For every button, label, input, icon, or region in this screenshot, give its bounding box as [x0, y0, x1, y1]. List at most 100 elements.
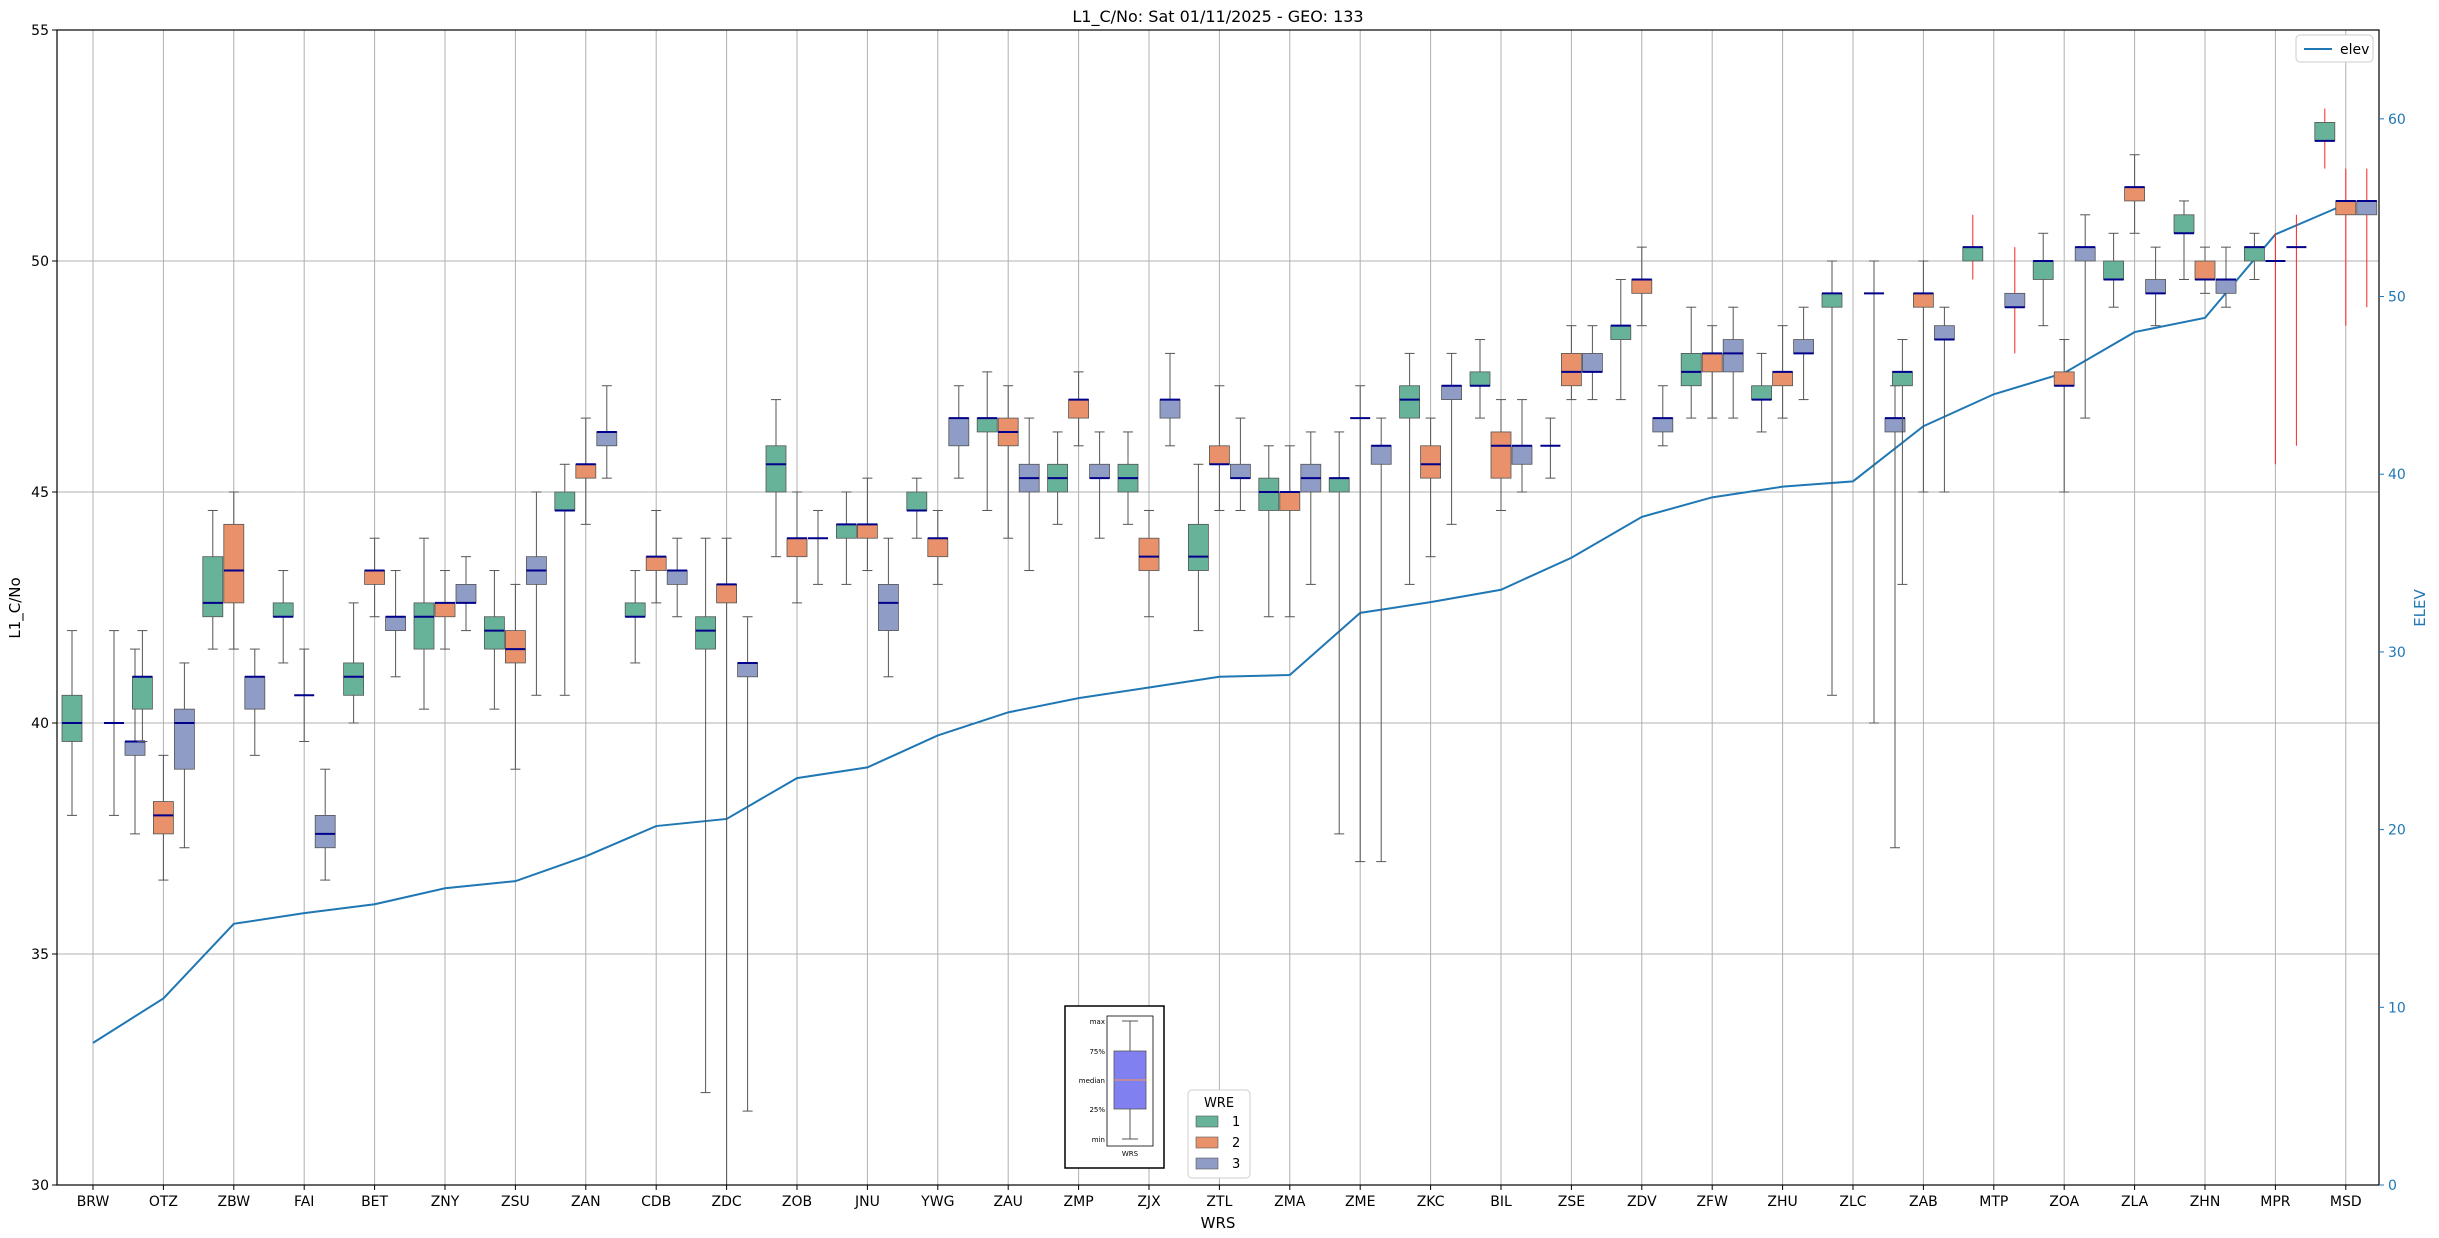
box-key-label-max: max [1090, 1018, 1105, 1026]
iqr-box [1821, 292, 1843, 308]
iqr-box [1652, 417, 1674, 433]
box-layer [61, 108, 2378, 1186]
box-zhu-wre3 [1793, 306, 1814, 401]
iqr-box [2314, 122, 2336, 142]
iqr-box [455, 584, 477, 604]
plot-frame [56, 29, 2380, 1186]
y-tick-label-50: 50 [31, 254, 49, 270]
x-axis-label: WRS [1201, 1214, 1236, 1232]
box-zma-wre3 [1300, 431, 1322, 585]
iqr-box [1490, 431, 1512, 479]
y-tick-label-35: 35 [31, 947, 49, 963]
x-tick-label-zsu: ZSU [501, 1194, 530, 1210]
iqr-box [483, 616, 505, 650]
box-zbw-wre1 [202, 509, 224, 650]
wre-legend-label-1: 1 [1232, 1115, 1240, 1130]
y-tick-label-30: 30 [31, 1178, 49, 1194]
y-tick-label-45: 45 [31, 485, 49, 501]
iqr-box [1561, 352, 1582, 387]
iqr-box [61, 694, 83, 742]
iqr-box [1328, 477, 1350, 493]
box-zob-wre2 [786, 491, 808, 604]
iqr-box [272, 602, 294, 618]
box-zdv-wre2 [1631, 246, 1653, 327]
box-zkc-wre2 [1420, 417, 1441, 558]
iqr-box [1188, 523, 1209, 571]
box-mtp-wre1 [1962, 214, 1984, 280]
iqr-box [2004, 292, 2026, 308]
box-zsu-wre2 [504, 583, 526, 770]
iqr-box [1258, 477, 1280, 511]
box-fai-wre2 [294, 648, 315, 742]
iqr-box [1209, 445, 1230, 465]
iqr-box [1279, 491, 1301, 511]
x-tick-label-zjx: ZJX [1137, 1194, 1161, 1210]
x-tick-label-brw: BRW [77, 1194, 110, 1210]
box-zfw-wre2 [1701, 325, 1723, 419]
wre-legend: WRE 1 2 3 [1187, 1089, 1251, 1179]
y-tick-label-55: 55 [31, 23, 49, 39]
iqr-box [1230, 463, 1251, 479]
box-zau-wre1 [976, 371, 998, 511]
x-tick-label-ztl: ZTL [1206, 1194, 1232, 1210]
box-zse-wre3 [1582, 325, 1603, 401]
iqr-box [1680, 352, 1702, 387]
box-zjx-wre2 [1138, 509, 1160, 618]
box-zdc-wre2 [716, 537, 737, 1186]
iqr-box [1420, 445, 1441, 479]
box-zma-wre1 [1258, 445, 1280, 618]
x-tick-label-zma: ZMA [1274, 1194, 1306, 1210]
iqr-box [737, 662, 758, 678]
x-tick-label-msd: MSD [2330, 1194, 2362, 1210]
box-jnu-wre3 [878, 537, 899, 678]
box-fai-wre1 [272, 570, 294, 664]
iqr-box [765, 445, 787, 493]
iqr-box [624, 602, 646, 618]
box-zmp-wre1 [1047, 431, 1068, 525]
box-bet-wre2 [364, 537, 386, 618]
iqr-box [836, 523, 857, 539]
box-zhn-wre2 [2194, 246, 2216, 294]
iqr-box [1610, 325, 1632, 340]
iqr-box [2053, 371, 2075, 387]
x-tick-label-cdb: CDB [641, 1194, 671, 1210]
x-tick-label-mtp: MTP [1979, 1194, 2008, 1210]
iqr-box [1441, 385, 1462, 400]
box-zse-wre1 [1540, 417, 1561, 479]
x-tick-label-zdc: ZDC [712, 1194, 742, 1210]
box-zma-wre2 [1279, 445, 1301, 618]
iqr-box [1370, 445, 1392, 465]
box-mpr-wre1 [2243, 232, 2265, 280]
wre-legend-swatch-2 [1195, 1136, 1219, 1149]
iqr-box [314, 815, 336, 849]
box-zjx-wre1 [1117, 431, 1139, 525]
x-tick-label-zbw: ZBW [218, 1194, 251, 1210]
y-axis-label: L1_C/No [6, 577, 25, 638]
iqr-box [2103, 260, 2125, 280]
box-key-label-q1: 25% [1089, 1106, 1105, 1114]
wre-legend-label-2: 2 [1232, 1136, 1240, 1151]
iqr-box [575, 463, 597, 479]
y2-tick-label-40: 40 [2388, 467, 2406, 483]
iqr-box [152, 801, 174, 835]
iqr-box [1701, 352, 1723, 373]
box-key-label-min: min [1092, 1136, 1105, 1144]
elev-legend: elev [2295, 34, 2374, 63]
box-zjx-wre3 [1159, 352, 1181, 447]
box-key-inset: max 75% median 25% min WRS [1064, 1005, 1165, 1169]
box-msd-wre2 [2335, 168, 2357, 326]
iqr-box [131, 676, 153, 710]
box-zhu-wre2 [1772, 325, 1793, 419]
box-zhn-wre1 [2173, 200, 2195, 280]
y2-tick-label-60: 60 [2388, 112, 2406, 128]
iqr-box [1751, 385, 1772, 400]
x-tick-label-zan: ZAN [571, 1194, 601, 1210]
box-zmp-wre3 [1089, 431, 1110, 539]
x-tick-label-zhu: ZHU [1767, 1194, 1797, 1210]
box-zbw-wre3 [244, 648, 266, 756]
box-zan-wre1 [554, 463, 576, 696]
iqr-box [857, 523, 878, 539]
iqr-box [2124, 186, 2146, 202]
box-zan-wre2 [575, 417, 597, 525]
box-bil-wre1 [1469, 339, 1491, 419]
